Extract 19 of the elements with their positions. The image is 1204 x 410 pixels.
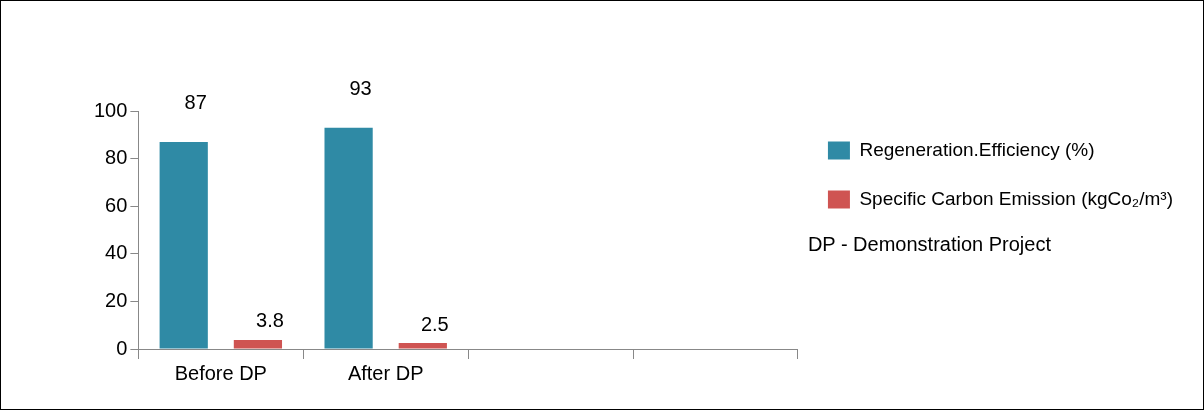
- bar: [233, 339, 283, 349]
- legend-label: Specific Carbon Emission (kgCo₂/m³): [859, 187, 1173, 209]
- legend-label: Regeneration.Efficiency (%): [859, 138, 1095, 160]
- data-label: 2.5: [420, 312, 449, 335]
- y-tick-label: 0: [116, 336, 128, 359]
- y-tick-label: 40: [105, 241, 128, 264]
- data-label: 87: [184, 91, 207, 114]
- data-label: 3.8: [256, 309, 284, 332]
- bar: [159, 141, 208, 349]
- x-tick-label: Before DP: [174, 361, 267, 384]
- y-tick-label: 60: [105, 193, 128, 216]
- y-tick-label: 20: [105, 288, 128, 311]
- bar: [398, 343, 447, 349]
- text: DP - Demonstration Project: [807, 232, 1052, 255]
- y-tick-label: 80: [105, 146, 128, 169]
- data-label: 93: [349, 77, 372, 100]
- x-tick-label: After DP: [347, 361, 424, 384]
- bar: [324, 127, 373, 349]
- y-tick-label: 100: [93, 98, 128, 121]
